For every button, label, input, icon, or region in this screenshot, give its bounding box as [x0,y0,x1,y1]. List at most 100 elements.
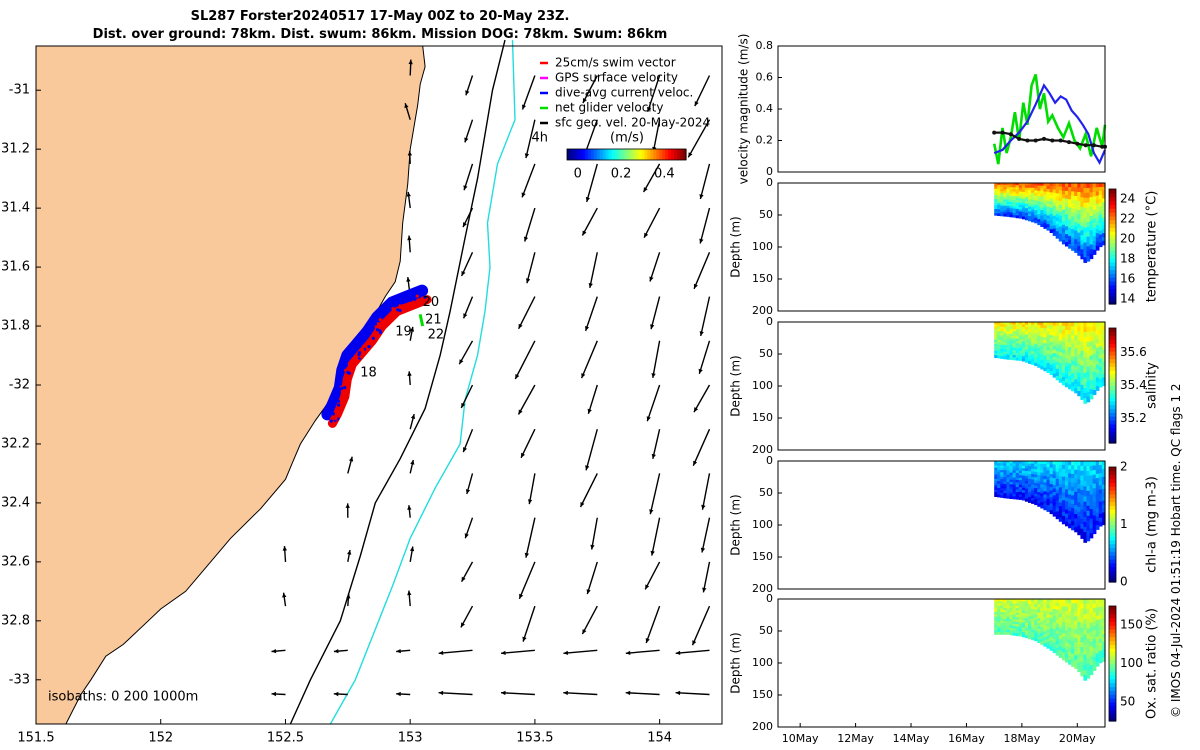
section-cell [1065,202,1069,208]
current-vector-arrow [517,296,536,330]
section-cell [1068,481,1072,487]
section-cell [1083,639,1088,646]
track-dot [367,345,371,349]
day-label-19: 19 [395,324,412,339]
section-cell [1074,505,1078,511]
section-cell [1098,214,1103,220]
section-cell [1046,467,1051,471]
section-cell [1024,635,1029,639]
date-xtick-label: 16May [948,732,985,745]
section-cell [1040,342,1044,346]
section-cell [1061,606,1066,611]
section-cell [1021,465,1026,469]
section-cell [1043,361,1048,366]
section-cell [1046,620,1051,625]
section-cell [1086,202,1091,208]
section-cell [1003,209,1008,213]
section-cell [1021,185,1026,188]
section-cell [1077,210,1081,216]
section-cell [1077,488,1081,494]
section-cell [1049,643,1054,648]
chart-title-line-1: SL287 Forster20240517 17-May 00Z to 20-M… [190,9,570,24]
section-cell [1031,335,1035,339]
section-cell [1046,498,1051,503]
section-cell [1095,377,1100,383]
section-cell [1049,331,1054,336]
section-cell [1021,475,1026,479]
section-cell [1083,659,1088,666]
section-cell [1061,625,1066,630]
section-cell [1058,606,1063,611]
section-cell [1024,471,1029,475]
section-cell [1080,461,1085,467]
section-cell [1049,461,1054,465]
section-cell [1021,189,1026,193]
section-colorbar-cell [1109,258,1116,263]
section-cell [1028,466,1032,470]
section-cell [997,494,1001,498]
section-cell [1068,619,1072,624]
section-cell [1065,330,1069,335]
section-cell [1034,480,1038,484]
section-cell [1080,225,1085,231]
current-vector-arrowhead [271,691,277,697]
section-cell [1092,519,1097,525]
current-vector-arrow [438,692,473,696]
section-cell [1101,217,1106,223]
current-vector-arrow [525,517,536,558]
section-cell [1061,652,1066,657]
current-vector-arrowhead [521,452,525,458]
section-cell [1086,336,1091,343]
section-cell [1098,513,1103,519]
section-cell [1077,657,1081,663]
section-cell [1101,202,1106,207]
section-cell [1015,333,1020,337]
section-cell [1000,470,1004,473]
section-cell [1015,357,1020,361]
section-cell [994,195,998,198]
section-cell [1080,249,1085,255]
section-cell [1046,221,1051,225]
section-cell [1003,623,1008,626]
track-dot [416,299,420,303]
section-cell [1086,628,1091,635]
section-cell [1003,461,1008,464]
speed-unit-label: (m/s) [610,131,644,146]
section-cell [1065,322,1069,327]
section-cell [1068,347,1072,352]
map-xtick-label: 153.5 [516,731,553,746]
section-cell [1052,615,1057,620]
current-vector-arrowhead [407,505,412,510]
section-cell [1049,627,1054,632]
section-cell [1080,499,1085,506]
section-cell [1065,489,1069,494]
section-cell [1000,603,1004,607]
section-cell [1092,470,1097,476]
velocity-ytick-label: 0 [766,165,773,178]
section-cell [1098,485,1103,490]
section-cell [1055,637,1060,642]
section-cell [1065,366,1069,372]
section-cell [1089,523,1094,529]
section-cell [1052,642,1057,647]
dive-avg-current-band [321,284,429,421]
section-cell [1021,203,1026,206]
section-cell [1028,211,1032,215]
section-cell [1083,664,1088,671]
section-cell [997,614,1001,618]
section-cell [1052,186,1057,191]
section-cell [1065,346,1069,351]
section-cell [1012,215,1017,218]
section-colorbar-cell [1109,482,1116,487]
section-cell [1043,331,1048,335]
section-cell [1046,461,1051,465]
section-cell [1058,370,1063,376]
section-cell [1083,212,1088,219]
section-cell [1089,331,1094,337]
section-cell [1009,193,1014,197]
section-cell [1080,627,1085,634]
section-cell [1015,601,1020,605]
velocity-point [1025,138,1030,143]
section-cell [1018,612,1023,616]
section-cell [1083,649,1088,656]
